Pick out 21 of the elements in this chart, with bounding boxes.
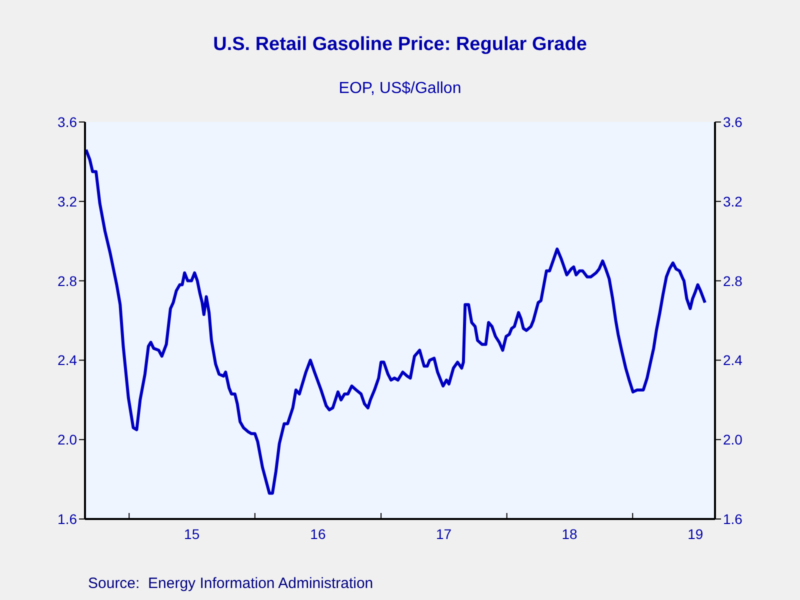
y2-tick-label: 2.8 — [723, 272, 743, 289]
line-series — [85, 148, 707, 495]
y-tick-label: 3.2 — [58, 193, 78, 210]
x-tick-label: 18 — [562, 526, 578, 542]
y-tick-label: 3.6 — [58, 114, 78, 130]
x-tick-label: 16 — [310, 526, 326, 542]
chart-subtitle: EOP, US$/Gallon — [338, 80, 462, 98]
y2-tick-label: 1.6 — [723, 510, 743, 527]
x-tick-label: 15 — [184, 526, 200, 542]
y-tick-label: 2.8 — [58, 272, 78, 289]
y-tick-label: 2.4 — [58, 352, 78, 368]
y2-tick-label: 2.4 — [723, 352, 743, 368]
chart-title: U.S. Retail Gasoline Price: Regular Grade — [212, 34, 588, 56]
y2-tick-label: 3.2 — [723, 193, 743, 210]
source-note: Source: Energy Information Administration — [88, 575, 374, 592]
y2-tick-label: 2.0 — [723, 432, 743, 448]
x-tick-label: 19 — [688, 526, 704, 542]
y2-tick-label: 3.6 — [723, 114, 743, 130]
x-tick-label: 17 — [436, 526, 452, 542]
y-tick-label: 2.0 — [58, 432, 78, 448]
y-tick-label: 1.6 — [58, 510, 78, 527]
